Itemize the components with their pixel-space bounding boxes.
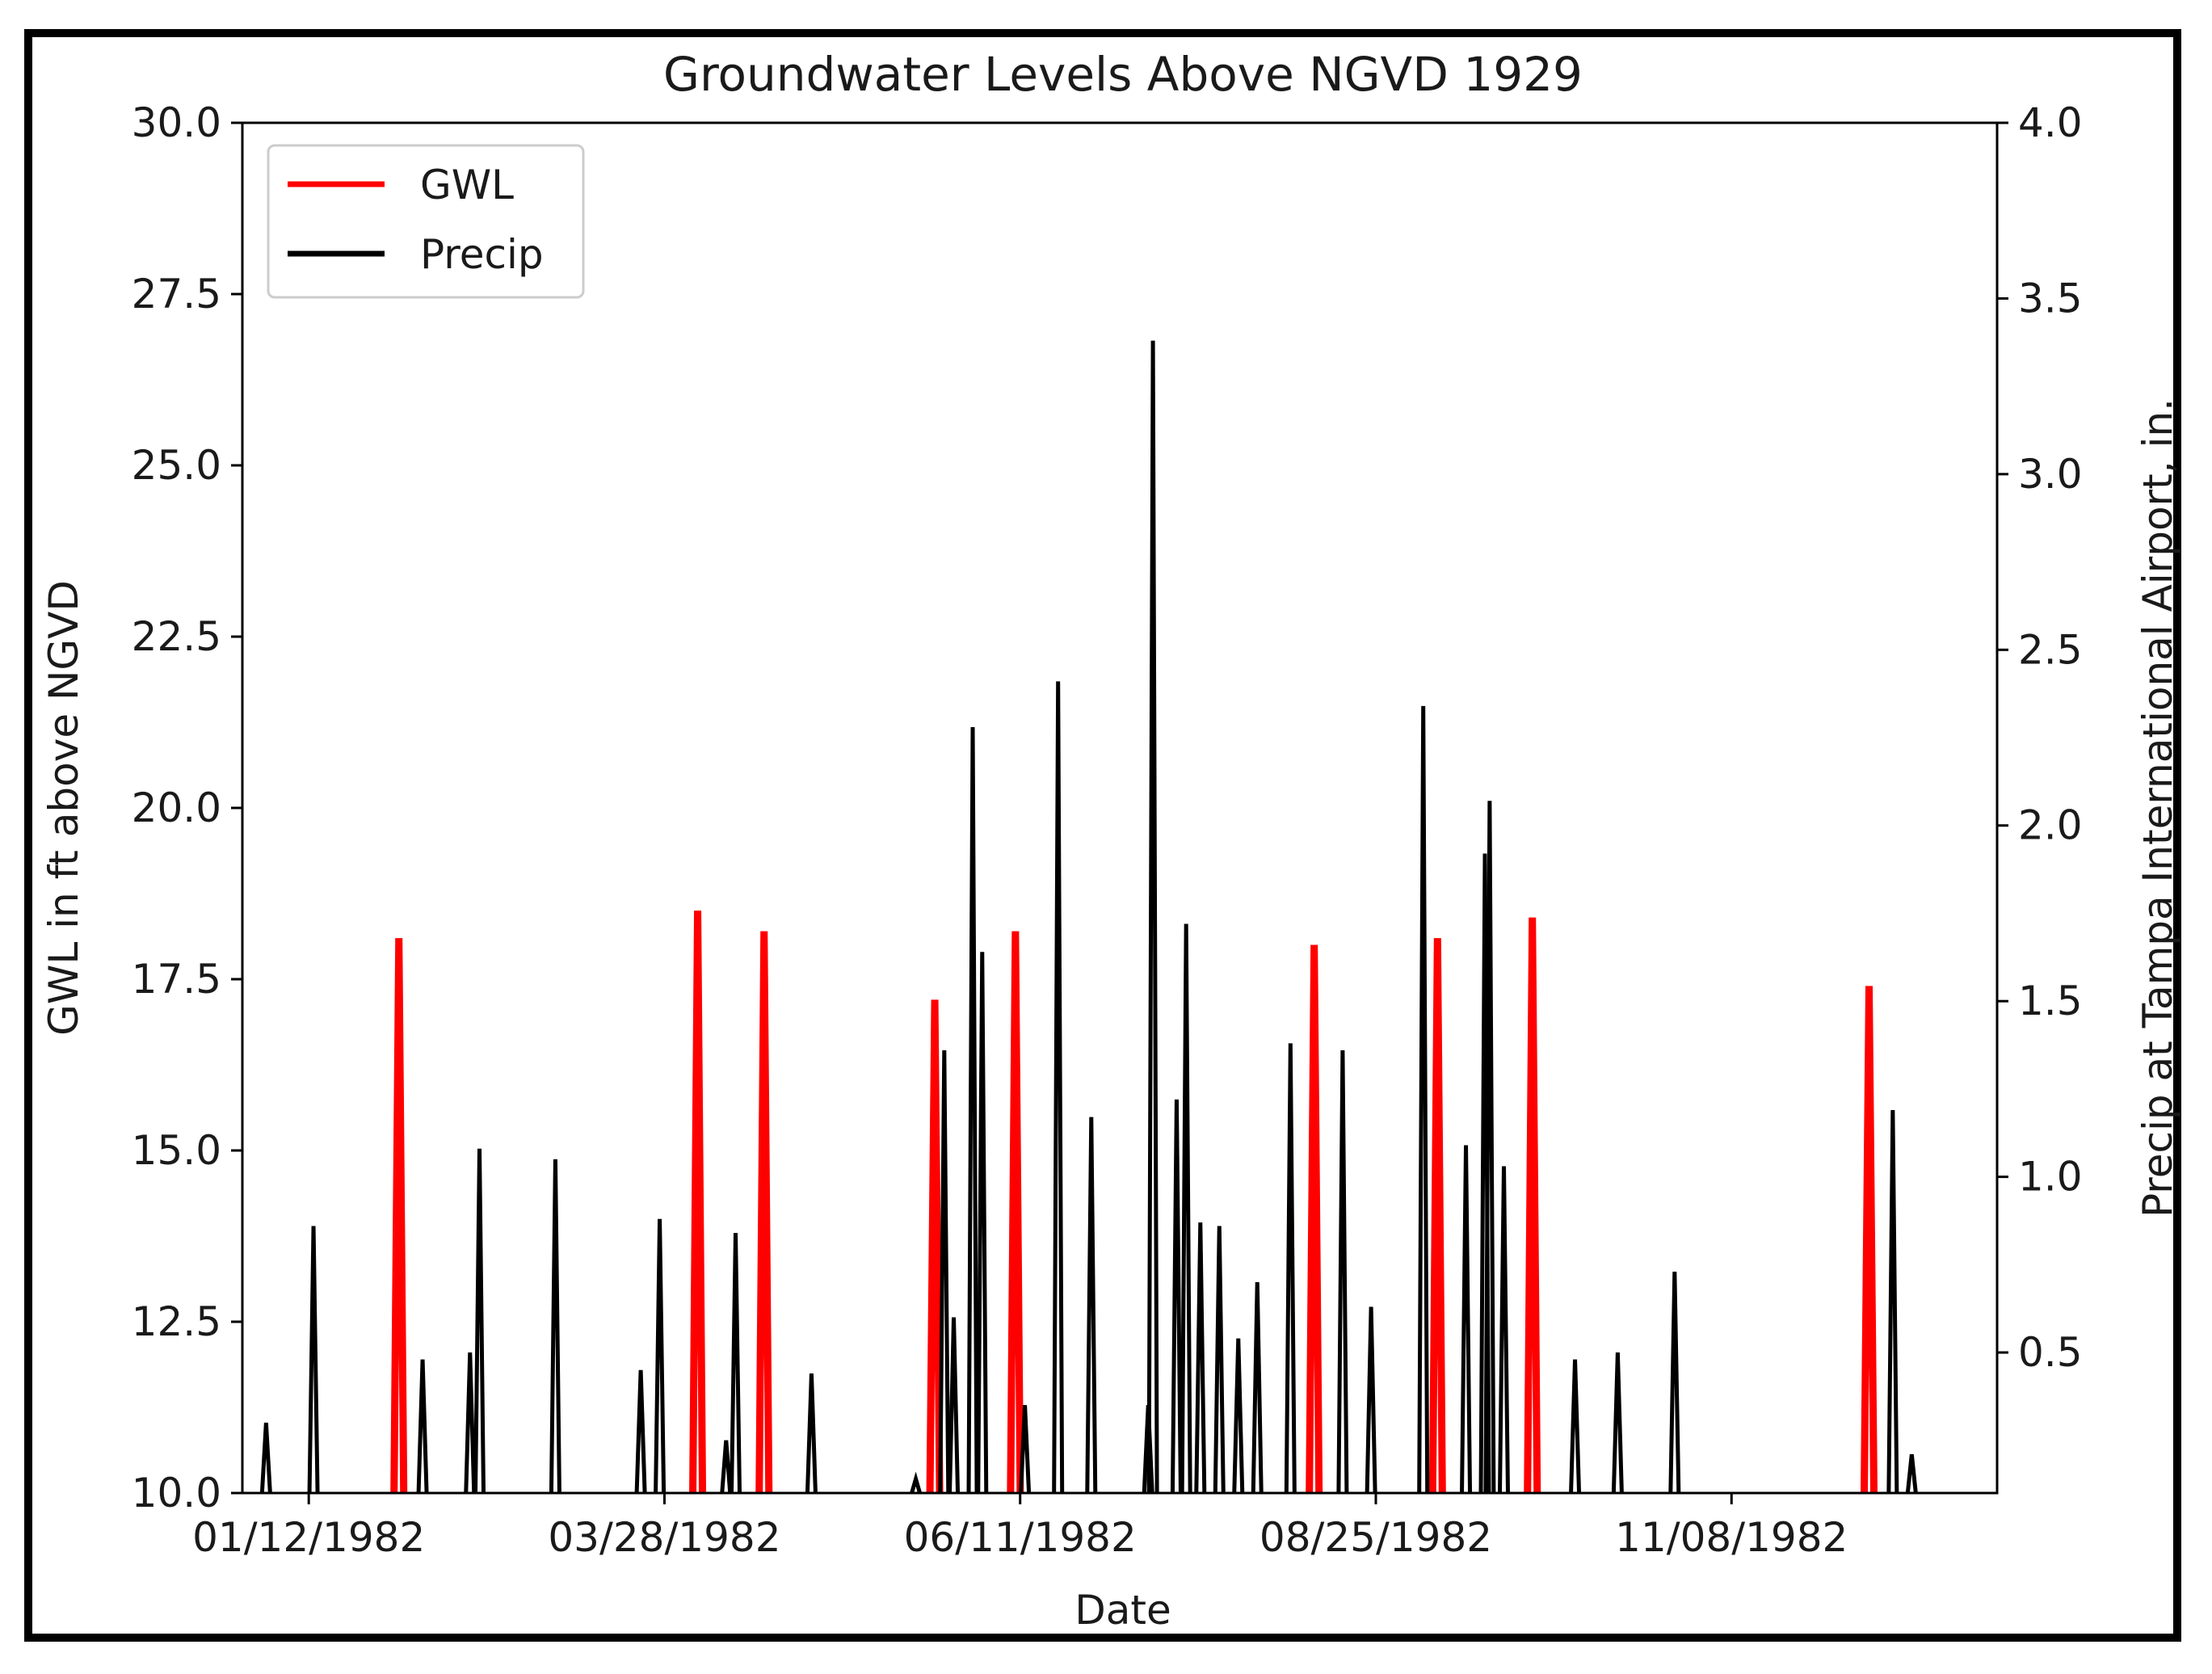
- precip-spike: [1251, 1282, 1264, 1494]
- y-tick-label-left: 10.0: [132, 1470, 221, 1516]
- precip-spike: [966, 726, 979, 1494]
- precip-spike: [1905, 1453, 1918, 1494]
- y-tick-label-left: 27.5: [132, 271, 221, 318]
- series-layer: [259, 340, 1918, 1494]
- precip-spike: [938, 1050, 951, 1494]
- precip-spike: [1611, 1352, 1624, 1494]
- gwl-spike: [755, 931, 773, 1494]
- precip-spike: [1194, 1222, 1207, 1494]
- precip-spike: [473, 1148, 486, 1494]
- gwl-spike: [1524, 917, 1541, 1494]
- precip-spike: [259, 1422, 272, 1494]
- y-tick-label-right: 1.0: [2018, 1154, 2083, 1201]
- y-tick-label-left: 15.0: [132, 1127, 221, 1174]
- precip-spike: [654, 1218, 667, 1494]
- precip-spike: [416, 1359, 429, 1494]
- y-tick-label-right: 3.0: [2018, 451, 2083, 498]
- precip-spike: [910, 1471, 922, 1494]
- precip-spike: [1052, 681, 1065, 1494]
- precip-spike: [1146, 340, 1159, 1494]
- gwl-spike: [390, 938, 408, 1494]
- precip-spike: [1085, 1117, 1098, 1494]
- gwl-spike: [1007, 931, 1024, 1494]
- precip-spike: [1569, 1359, 1582, 1494]
- y-tick-label-right: 3.5: [2018, 275, 2083, 322]
- precip-spike: [1019, 1405, 1032, 1494]
- precip-spike: [1886, 1109, 1899, 1494]
- precip-spike: [1180, 923, 1192, 1494]
- precip-spike: [720, 1440, 733, 1494]
- gwl-spike: [926, 999, 944, 1494]
- precip-spike: [1483, 801, 1496, 1494]
- precip-spike: [805, 1373, 818, 1494]
- y-tick-label-left: 12.5: [132, 1298, 221, 1345]
- y-tick-label-right: 2.0: [2018, 802, 2083, 849]
- x-tick-label: 01/12/1982: [192, 1514, 425, 1561]
- precip-spike: [634, 1369, 647, 1494]
- tick-layer: 10.0 12.5 15.0 17.5 20.0 22.5 25.0 27.5 30.0 0.5 1…: [132, 99, 2083, 1561]
- y-axis-label-right: Precip at Tampa International Airport, i…: [2134, 398, 2181, 1218]
- plot-area: [241, 121, 1999, 1495]
- legend: GWL Precip: [267, 144, 585, 299]
- precip-spike: [1232, 1338, 1245, 1494]
- y-tick-label-left: 25.0: [132, 442, 221, 489]
- precip-spike: [1365, 1306, 1377, 1494]
- x-tick-label: 08/25/1982: [1259, 1514, 1492, 1561]
- x-axis-label: Date: [1074, 1587, 1171, 1634]
- gwl-spike: [1306, 944, 1323, 1494]
- y-tick-label-right: 4.0: [2018, 99, 2083, 146]
- legend-label-precip: Precip: [420, 231, 544, 278]
- precip-spike: [464, 1352, 477, 1494]
- x-tick-label: 11/08/1982: [1615, 1514, 1848, 1561]
- legend-label-gwl: GWL: [420, 162, 514, 208]
- precip-spike: [1497, 1166, 1510, 1494]
- precip-spike: [1213, 1226, 1226, 1494]
- series-precip: [259, 340, 1918, 1494]
- precip-spike: [1336, 1050, 1349, 1494]
- gwl-spike: [689, 911, 707, 1494]
- precip-spike: [1284, 1043, 1297, 1494]
- precip-spike: [1668, 1271, 1681, 1494]
- y-axis-label-left: GWL in ft above NGVD: [40, 580, 87, 1036]
- precip-spike: [1460, 1145, 1473, 1494]
- precip-spike: [948, 1317, 961, 1494]
- chart-title: Groundwater Levels Above NGVD 1929: [663, 47, 1583, 102]
- precip-spike: [730, 1233, 742, 1494]
- y-tick-label-right: 0.5: [2018, 1329, 2083, 1376]
- precip-spike: [1417, 705, 1430, 1494]
- x-tick-label: 03/28/1982: [548, 1514, 780, 1561]
- series-gwl: [390, 911, 1878, 1494]
- precip-spike: [307, 1226, 320, 1494]
- precip-spike: [1170, 1099, 1183, 1494]
- precip-spike: [976, 952, 989, 1494]
- y-tick-label-left: 17.5: [132, 956, 221, 1003]
- x-tick-label: 06/11/1982: [904, 1514, 1137, 1561]
- y-tick-label-right: 1.5: [2018, 978, 2083, 1024]
- y-tick-label-right: 2.5: [2018, 626, 2083, 673]
- y-tick-label-left: 20.0: [132, 784, 221, 831]
- y-tick-label-left: 30.0: [132, 99, 221, 146]
- precip-spike: [549, 1159, 561, 1494]
- y-tick-label-left: 22.5: [132, 613, 221, 660]
- gwl-spike: [1861, 986, 1878, 1494]
- gwl-spike: [1428, 938, 1446, 1494]
